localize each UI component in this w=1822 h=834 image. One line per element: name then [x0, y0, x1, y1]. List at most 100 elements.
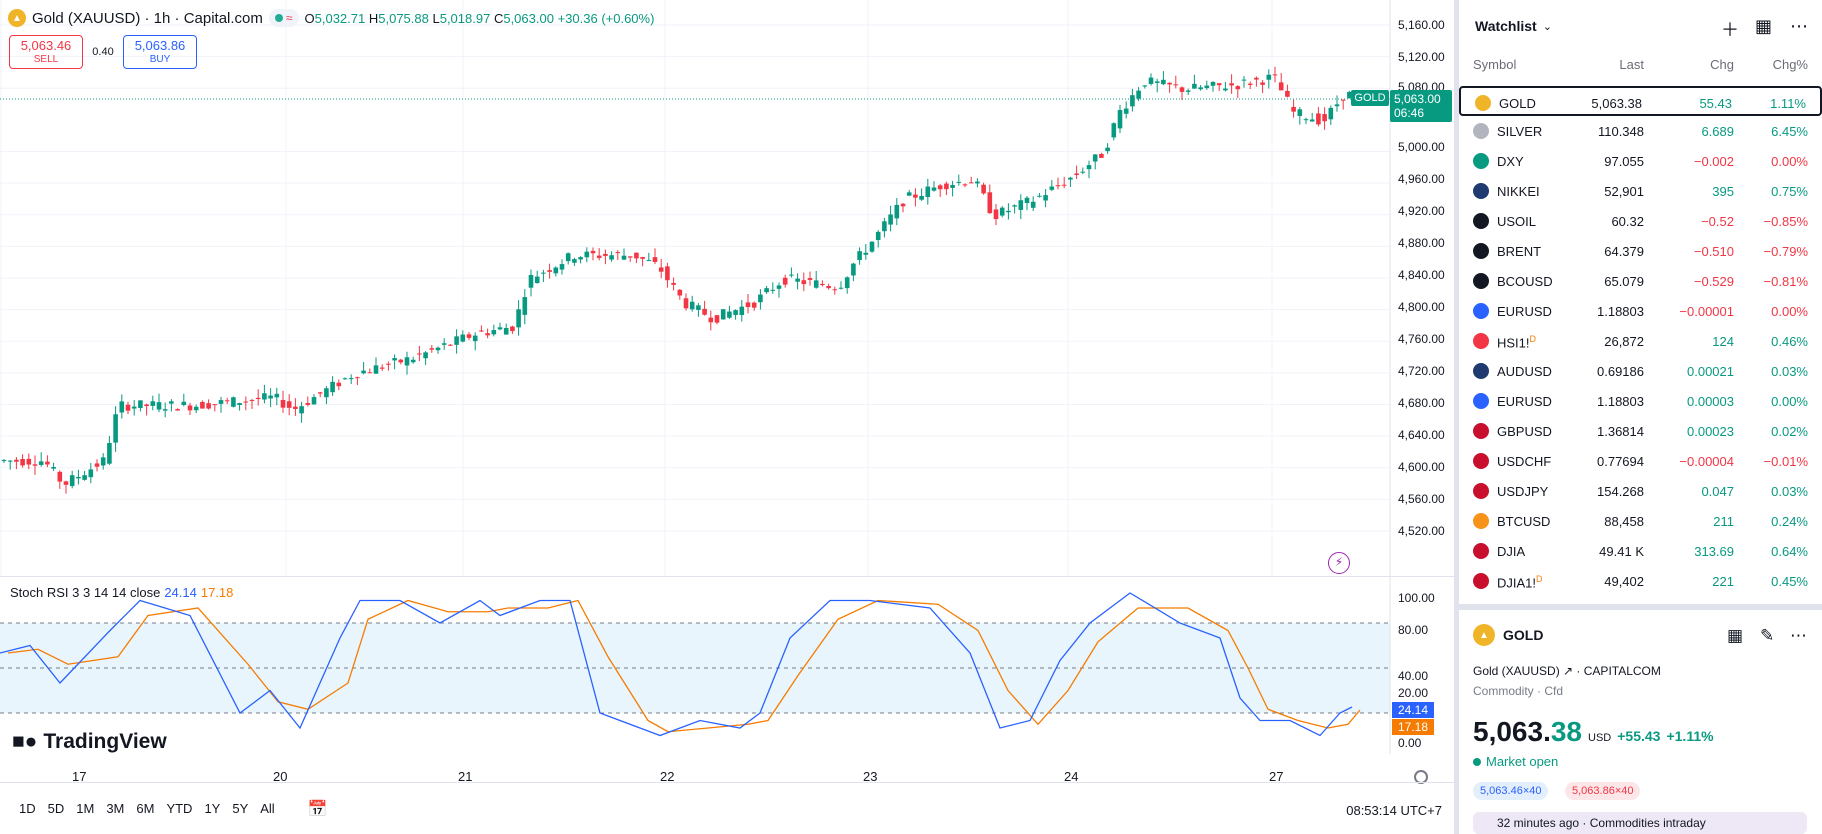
- details-symbol[interactable]: GOLD: [1503, 627, 1544, 643]
- chart-panel[interactable]: ▲ Gold (XAUUSD) · 1h · Capital.com ≈ O5,…: [0, 0, 1454, 834]
- pane-divider[interactable]: [0, 576, 1454, 577]
- watchlist-title[interactable]: Watchlist: [1475, 18, 1537, 34]
- candle-body: [1105, 147, 1110, 152]
- market-status-pill[interactable]: ≈: [268, 9, 299, 27]
- col-symbol[interactable]: Symbol: [1473, 57, 1517, 72]
- candle-body: [1154, 81, 1160, 83]
- watchlist-row[interactable]: GOLD 5,063.38 55.43 1.11%: [1459, 86, 1822, 116]
- candle-body: [869, 241, 875, 252]
- buy-button[interactable]: 5,063.86 BUY: [123, 35, 197, 69]
- panel-separator[interactable]: [1459, 604, 1822, 610]
- row-flag: D: [1529, 334, 1537, 344]
- range-1d-button[interactable]: 1D: [19, 801, 36, 816]
- range-3m-button[interactable]: 3M: [106, 801, 125, 816]
- price-axis[interactable]: 5,160.00 5,120.00 5,080.00 5,000.00 4,960.00…: [1390, 0, 1454, 576]
- sell-button[interactable]: 5,063.46 SELL: [9, 35, 83, 69]
- more-icon[interactable]: ⋯: [1790, 16, 1808, 36]
- candle-body: [919, 195, 924, 200]
- price-chart[interactable]: [0, 0, 1454, 576]
- watchlist-row[interactable]: AUDUSD 0.69186 0.00021 0.03%: [1459, 356, 1822, 386]
- candle-body: [181, 401, 187, 405]
- candle-body: [590, 250, 596, 254]
- chart-settings-icon[interactable]: [1414, 770, 1428, 784]
- candle-body: [882, 221, 887, 232]
- candle-body: [900, 203, 906, 207]
- candle-body: [1192, 83, 1197, 89]
- chevron-down-icon[interactable]: ⌄: [1542, 20, 1552, 33]
- candle-body: [193, 406, 199, 411]
- candle-body: [472, 335, 478, 342]
- range-ytd-button[interactable]: YTD: [166, 801, 193, 816]
- row-symbol: DJIA: [1497, 544, 1526, 559]
- range-5y-button[interactable]: 5Y: [232, 801, 249, 816]
- watchlist-row[interactable]: BCOUSD 65.079 −0.529 −0.81%: [1459, 266, 1822, 296]
- candle-body: [1223, 88, 1228, 91]
- watchlist-row[interactable]: NIKKEI 52,901 395 0.75%: [1459, 176, 1822, 206]
- external-link-icon[interactable]: ↗: [1563, 664, 1574, 678]
- news-item[interactable]: 32 minutes ago · Commodities intraday: [1473, 812, 1807, 834]
- add-symbol-icon[interactable]: ＋: [1721, 20, 1739, 40]
- candle-body: [336, 382, 342, 387]
- price-tick: 5,000.00: [1398, 140, 1445, 154]
- watchlist-row[interactable]: USDCHF 0.77694 −0.00004 −0.01%: [1459, 446, 1822, 476]
- current-price-label: 5,063.00 06:46: [1390, 90, 1452, 122]
- candle-body: [640, 257, 645, 259]
- symbol-logo-icon: [1473, 423, 1489, 439]
- stoch-rsi-legend[interactable]: Stoch RSI 3 3 14 14 close 24.14 17.18: [10, 585, 234, 600]
- watchlist-row[interactable]: HSI1!D 26,872 124 0.46%: [1459, 326, 1822, 356]
- range-1y-button[interactable]: 1Y: [204, 801, 221, 816]
- watchlist-row[interactable]: BRENT 64.379 −0.510 −0.79%: [1459, 236, 1822, 266]
- candle-body: [460, 334, 466, 342]
- row-chg-pct: 6.45%: [1771, 124, 1808, 139]
- col-last[interactable]: Last: [1619, 57, 1644, 72]
- candle-body: [1, 460, 7, 462]
- candle-body: [1043, 195, 1048, 201]
- candle-body: [962, 184, 968, 186]
- watchlist-row[interactable]: DJIA 49.41 K 313.69 0.64%: [1459, 536, 1822, 566]
- price-tick: 4,800.00: [1398, 300, 1445, 314]
- watchlist-row[interactable]: DJIA1!D 49,402 221 0.45%: [1459, 566, 1822, 596]
- table-view-icon[interactable]: ▦: [1755, 16, 1773, 36]
- candle-body: [348, 378, 354, 380]
- price-tick: 4,600.00: [1398, 460, 1445, 474]
- symbol-title[interactable]: Gold (XAUUSD) · 1h · Capital.com: [32, 9, 263, 27]
- time-axis[interactable]: 17 20 21 22 23 24 27: [0, 754, 1454, 784]
- stoch-rsi-pane[interactable]: [0, 576, 1454, 754]
- candle-body: [280, 399, 286, 408]
- col-chg-pct[interactable]: Chg%: [1772, 57, 1808, 72]
- candle-body: [727, 311, 732, 318]
- watchlist-row[interactable]: DXY 97.055 −0.002 0.00%: [1459, 146, 1822, 176]
- range-6m-button[interactable]: 6M: [136, 801, 155, 816]
- date-range-icon[interactable]: 📅: [307, 800, 328, 818]
- layout-icon[interactable]: ▦: [1727, 626, 1744, 645]
- candle-body: [975, 181, 980, 184]
- watchlist-row[interactable]: GBPUSD 1.36814 0.00023 0.02%: [1459, 416, 1822, 446]
- range-all-button[interactable]: All: [260, 801, 275, 816]
- watchlist-row[interactable]: SILVER 110.348 6.689 6.45%: [1459, 116, 1822, 146]
- tradingview-logo[interactable]: ■● TradingView: [12, 730, 167, 753]
- more-icon[interactable]: ⋯: [1790, 626, 1807, 645]
- symbol-logo-icon: [1473, 543, 1489, 559]
- watchlist-row[interactable]: USDJPY 154.268 0.047 0.03%: [1459, 476, 1822, 506]
- range-1m-button[interactable]: 1M: [76, 801, 95, 816]
- price-tick: 4,640.00: [1398, 428, 1445, 442]
- watchlist-row[interactable]: BTCUSD 88,458 211 0.24%: [1459, 506, 1822, 536]
- candle-body: [305, 402, 311, 405]
- col-chg[interactable]: Chg: [1710, 57, 1734, 72]
- clock[interactable]: 08:53:14 UTC+7: [1346, 803, 1442, 818]
- candle-body: [448, 344, 453, 346]
- candle-body: [361, 370, 366, 374]
- candle-body: [950, 184, 955, 188]
- price-tick: 4,760.00: [1398, 332, 1445, 346]
- watchlist-row[interactable]: EURUSD 1.18803 −0.00001 0.00%: [1459, 296, 1822, 326]
- close-value: 5,063.00: [503, 10, 554, 26]
- candle-body: [1049, 186, 1055, 190]
- watchlist-row[interactable]: USOIL 60.32 −0.52 −0.85%: [1459, 206, 1822, 236]
- watchlist-row[interactable]: EURUSD 1.18803 0.00003 0.00%: [1459, 386, 1822, 416]
- range-5d-button[interactable]: 5D: [47, 801, 65, 816]
- candle-body: [888, 214, 893, 225]
- candle-body: [807, 278, 813, 280]
- flash-icon[interactable]: ⚡: [1328, 552, 1350, 574]
- candle-body: [615, 252, 621, 254]
- edit-icon[interactable]: ✎: [1760, 626, 1775, 645]
